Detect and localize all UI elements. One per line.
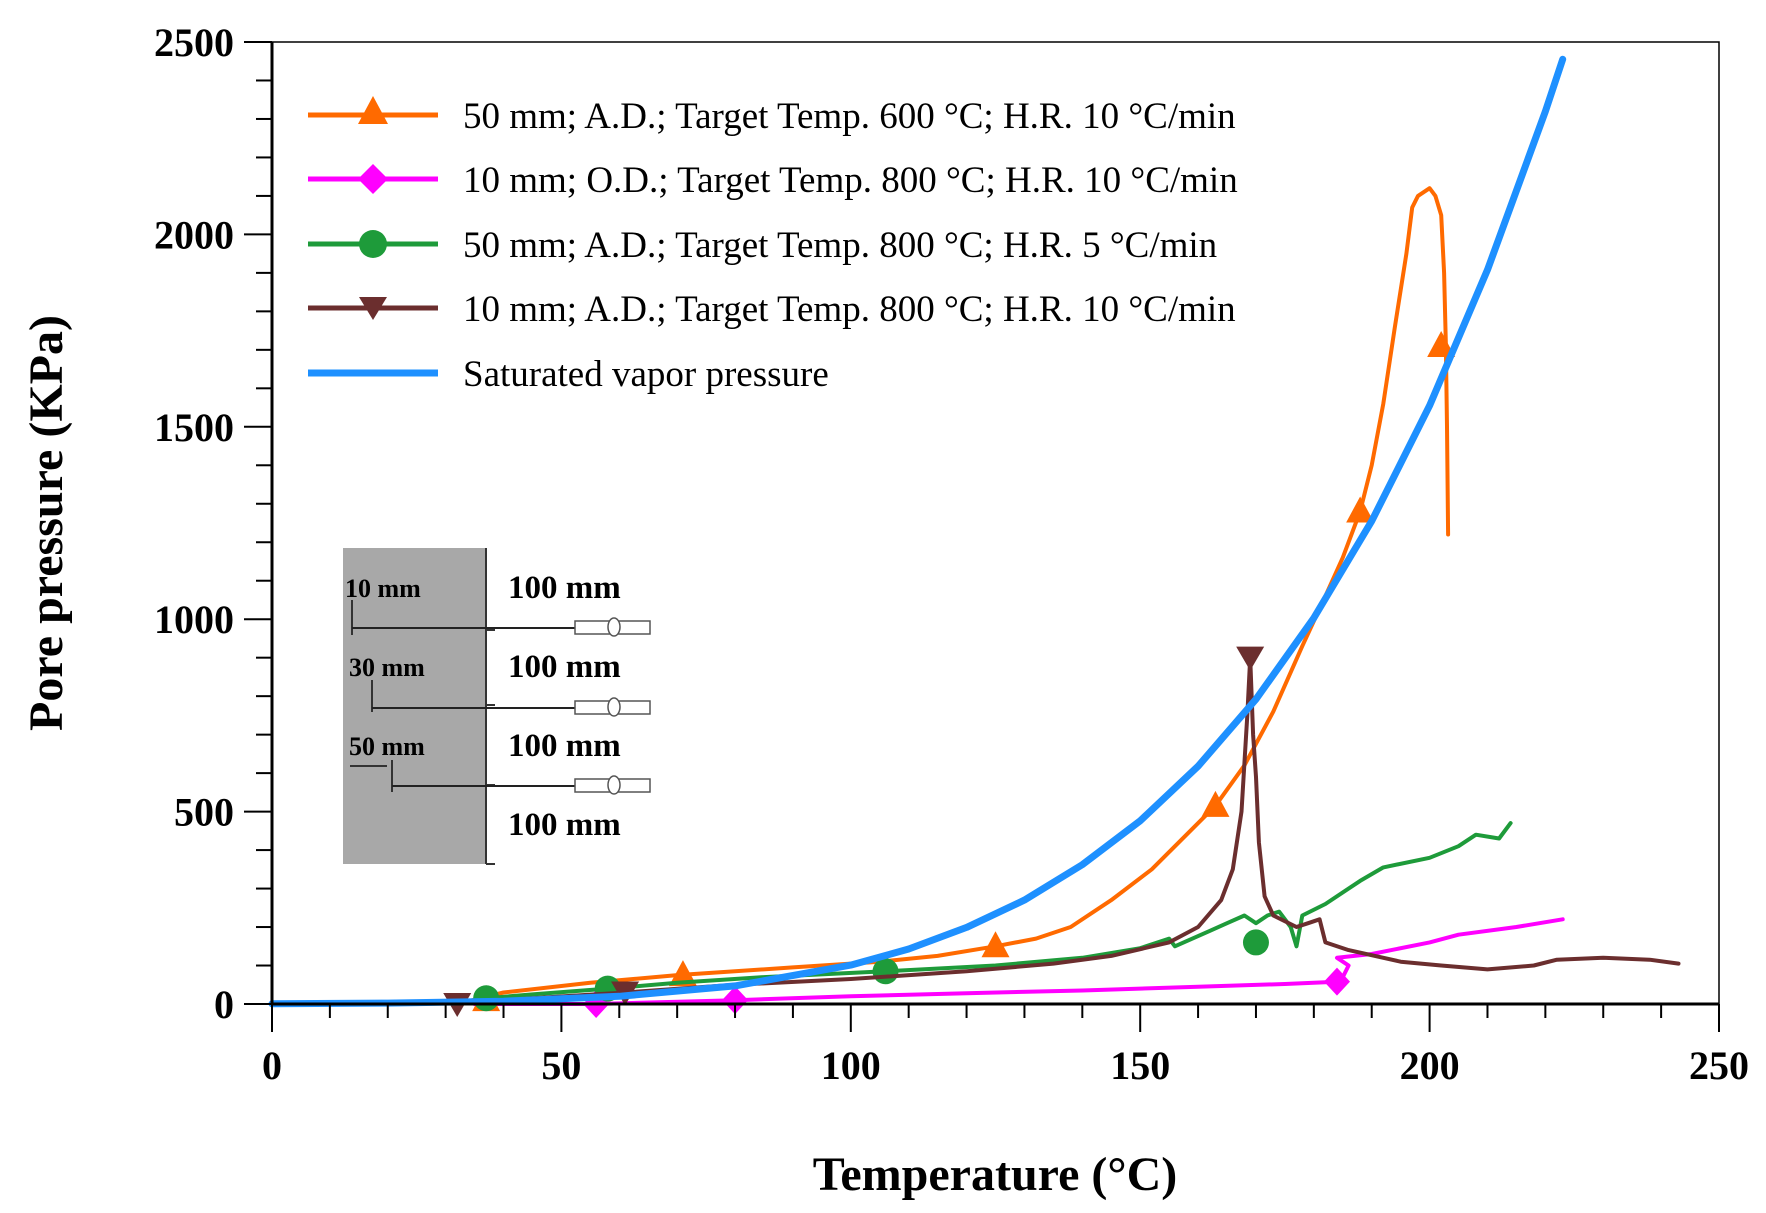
legend-label-series-4: 10 mm; A.D.; Target Temp. 800 °C; H.R. 1… (463, 289, 1236, 330)
data-point-triangle-up (1427, 330, 1456, 357)
legend-label-series-3: 50 mm; A.D.; Target Temp. 800 °C; H.R. 5… (463, 225, 1217, 266)
data-point-circle (872, 958, 899, 985)
data-point-triangle-up (1346, 496, 1375, 523)
series-line-4 (455, 655, 1681, 1006)
legend-entry-series-4: 10 mm; A.D.; Target Temp. 800 °C; H.R. 1… (308, 289, 1236, 330)
y-tick-label: 2000 (154, 212, 234, 257)
legend-marker-triangle-down (359, 297, 387, 320)
x-axis-title: Temperature (°C) (813, 1148, 1177, 1201)
y-axis-title: Pore pressure (KPa) (20, 315, 73, 731)
inset-dimension-1: 100 mm (508, 570, 621, 606)
legend-label-series-1: 50 mm; A.D.; Target Temp. 600 °C; H.R. 1… (463, 96, 1236, 137)
x-tick-label: 100 (821, 1043, 881, 1088)
legend-marker-diamond (358, 164, 388, 194)
legend-entry-series-3: 50 mm; A.D.; Target Temp. 800 °C; H.R. 5… (308, 225, 1217, 266)
data-point-triangle-up (981, 931, 1010, 958)
legend-marker-triangle-up (358, 96, 388, 124)
y-tick-label: 1000 (154, 597, 234, 642)
x-tick-label: 150 (1110, 1043, 1170, 1088)
data-point-triangle-up (668, 960, 697, 987)
data-point-triangle-down (1236, 646, 1265, 671)
legend: 50 mm; A.D.; Target Temp. 600 °C; H.R. 1… (308, 96, 1238, 395)
series-line-3 (461, 821, 1513, 1005)
series-line-5 (268, 55, 1567, 1008)
inset-specimen-block (343, 548, 486, 864)
inset-dimension-3: 100 mm (508, 728, 621, 764)
data-point-diamond (1323, 967, 1350, 996)
x-tick-label: 0 (262, 1043, 282, 1088)
y-tick-label: 500 (174, 790, 234, 835)
inset-depth-label-2: 30 mm (349, 653, 425, 682)
legend-label-series-2: 10 mm; O.D.; Target Temp. 800 °C; H.R. 1… (463, 160, 1238, 201)
legend-label-series-5: Saturated vapor pressure (463, 354, 829, 395)
legend-entry-series-2: 10 mm; O.D.; Target Temp. 800 °C; H.R. 1… (308, 160, 1238, 201)
legend-entry-series-5: Saturated vapor pressure (308, 354, 829, 395)
x-tick-label: 250 (1689, 1043, 1749, 1088)
y-tick-label: 0 (214, 982, 234, 1027)
legend-entry-series-1: 50 mm; A.D.; Target Temp. 600 °C; H.R. 1… (308, 96, 1236, 137)
data-point-triangle-up (1201, 790, 1230, 817)
y-tick-label: 2500 (154, 20, 234, 65)
x-tick-label: 200 (1400, 1043, 1460, 1088)
legend-marker-circle (359, 230, 387, 258)
series-5 (268, 55, 1567, 1008)
x-tick-label: 50 (541, 1043, 581, 1088)
inset-depth-label-3: 50 mm (349, 732, 425, 761)
inset-diagram: 10 mm 30 mm 50 mm 100 mm 100 mm 100 mm 1… (343, 548, 651, 865)
inset-dimension-2: 100 mm (508, 649, 621, 685)
inset-depth-label-1: 10 mm (345, 574, 421, 603)
data-point-circle (1242, 929, 1269, 956)
inset-dimension-4: 100 mm (508, 807, 621, 843)
data-point-diamond (722, 986, 749, 1015)
y-tick-label: 1500 (154, 405, 234, 450)
series-layer (268, 55, 1681, 1018)
